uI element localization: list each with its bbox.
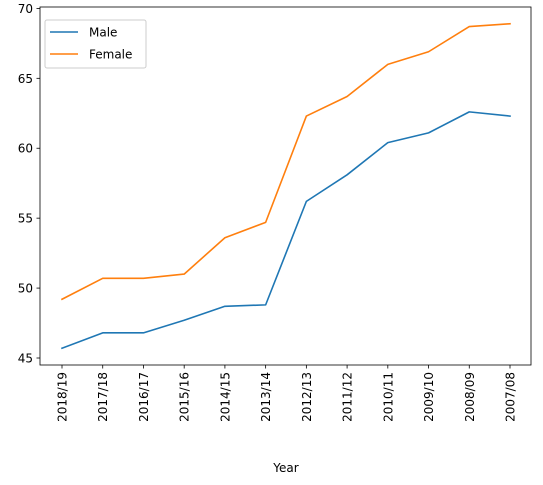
y-tick-label: 60 [18,142,33,156]
x-tick-label: 2013/14 [259,372,273,422]
y-tick-label: 45 [18,352,33,366]
x-tick-label: 2010/11 [381,372,395,422]
legend-label-female: Female [89,48,132,62]
x-tick-label: 2016/17 [137,372,151,422]
x-tick-label: 2007/08 [504,372,518,422]
plot-frame [39,6,532,366]
x-axis-label: Year [272,461,298,475]
x-tick-label: 2011/12 [341,372,355,422]
x-tick-label: 2015/16 [178,372,192,422]
series-line-female [60,22,511,301]
y-tick-label: 50 [18,282,33,296]
y-tick-label: 70 [18,2,33,16]
x-tick-label: 2017/18 [96,372,110,422]
y-tick-label: 65 [18,72,33,86]
x-tick-label: 2014/15 [218,372,232,422]
x-tick-label: 2009/10 [422,372,436,422]
x-tick-label: 2008/09 [463,372,477,422]
legend-label-male: Male [89,26,117,40]
series-line-male [60,111,511,350]
x-tick-label: 2012/13 [300,372,314,422]
x-tick-label: 2018/19 [56,372,70,422]
legend: Male Female [44,19,147,69]
y-tick-label: 55 [18,212,33,226]
